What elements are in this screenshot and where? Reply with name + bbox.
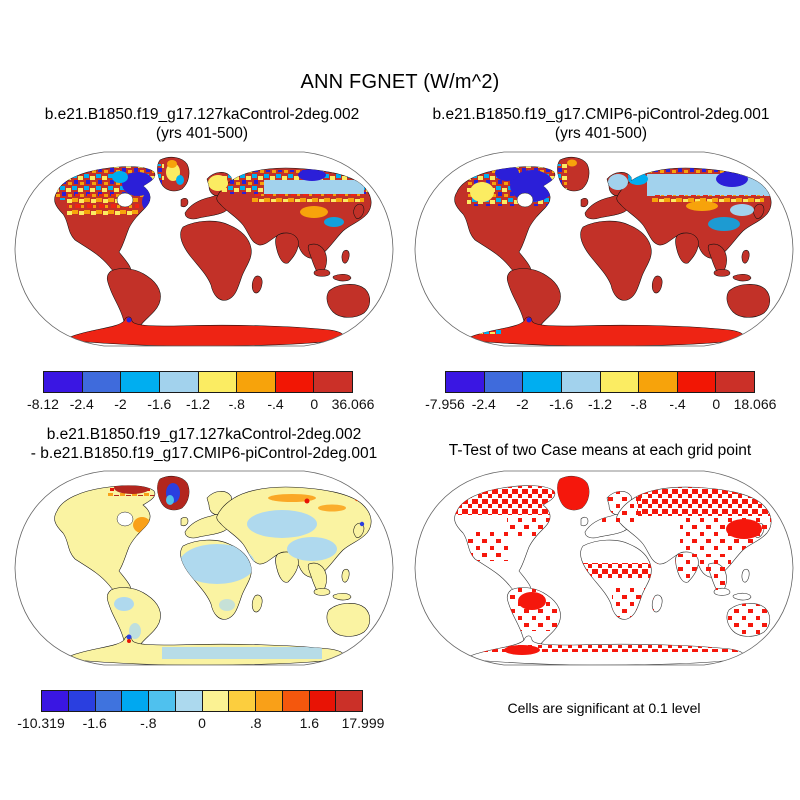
- colorbar-tick-label: -10.319: [17, 715, 65, 731]
- colorbar-tick-label: -2.4: [471, 396, 496, 412]
- colorbar-tick-label: -1.2: [185, 396, 211, 412]
- colorbar-box: [94, 691, 122, 711]
- colorbar-box: [148, 691, 175, 711]
- colorbar-tick-label: -.8: [228, 396, 245, 412]
- colorbar-tick-label: .8: [249, 715, 262, 731]
- colorbar-box: [274, 372, 314, 392]
- map-127ka-control: [14, 151, 394, 347]
- colorbar-tick-label: -.8: [140, 715, 157, 731]
- colorbar-tick-label: 18.066: [733, 396, 777, 412]
- colorbar-tick-label: -.8: [630, 396, 647, 412]
- colorbar-case1-labels: -8.12 -2.4 -2 -1.6 -1.2 -.8 -.4 0 36.066: [27, 396, 374, 414]
- colorbar-box: [121, 691, 148, 711]
- colorbar-tick-label: -2: [114, 396, 127, 412]
- panel-title-diff-line2: - b.e21.B1850.f19_g17.CMIP6-piControl-2d…: [30, 445, 378, 462]
- colorbar-tick-label: 1.6: [299, 715, 320, 731]
- colorbar-box: [236, 372, 275, 392]
- colorbar-case2-labels: -7.956 -2.4 -2 -1.6 -1.2 -.8 -.4 0 18.066: [425, 396, 776, 414]
- colorbar-case2-boxes: [445, 371, 755, 393]
- colorbar-diff-labels: -10.319 -1.6 -.8 0 .8 1.6 17.999: [17, 715, 384, 733]
- hudson-bay: [116, 511, 134, 527]
- colorbar-box: [42, 691, 68, 711]
- colorbar-case2: -7.956 -2.4 -2 -1.6 -1.2 -.8 -.4 0 18.066: [425, 371, 776, 414]
- colorbar-tick-label: -2.4: [69, 396, 94, 412]
- colorbar-tick-label: -.4: [669, 396, 686, 412]
- ttest-significance-caption: Cells are significant at 0.1 level: [507, 700, 701, 716]
- colorbar-box: [44, 372, 82, 392]
- colorbar-box: [174, 691, 202, 711]
- colorbar-diff-boxes: [41, 690, 363, 712]
- panel-title-case2: b.e21.B1850.f19_g17.CMIP6-piControl-2deg…: [402, 105, 800, 143]
- colorbar-box: [638, 372, 677, 392]
- colorbar-box: [676, 372, 716, 392]
- colorbar-box: [255, 691, 282, 711]
- colorbar-box: [158, 372, 198, 392]
- map-ttest: [414, 470, 794, 666]
- colorbar-box: [197, 372, 237, 392]
- colorbar-box: [308, 691, 336, 711]
- colorbar-tick-label: -2: [516, 396, 529, 412]
- colorbar-box: [715, 372, 754, 392]
- colorbar-tick-label: -8.12: [27, 396, 59, 412]
- colorbar-box: [281, 691, 309, 711]
- colorbar-tick-label: -1.6: [549, 396, 574, 412]
- panel-title-diff-line1: b.e21.B1850.f19_g17.127kaControl-2deg.00…: [46, 426, 362, 443]
- colorbar-box: [446, 372, 484, 392]
- colorbar-box: [81, 372, 121, 392]
- panel-title-case1-line2: (yrs 401-500): [155, 125, 249, 142]
- colorbar-box: [228, 691, 255, 711]
- hudson-bay: [116, 192, 134, 208]
- colorbar-tick-label: -1.6: [147, 396, 172, 412]
- colorbar-box: [483, 372, 523, 392]
- map-127ka-overlays: [54, 160, 372, 323]
- colorbar-tick-label: -1.6: [82, 715, 107, 731]
- colorbar-box: [201, 691, 229, 711]
- colorbar-box: [67, 691, 95, 711]
- colorbar-tick-label: 0: [198, 715, 206, 731]
- map-cmip6-picontrol: [414, 151, 794, 347]
- hudson-bay: [516, 192, 534, 208]
- panel-title-diff: b.e21.B1850.f19_g17.127kaControl-2deg.00…: [0, 425, 408, 463]
- colorbar-case1-boxes: [43, 371, 353, 393]
- panel-title-case1-line1: b.e21.B1850.f19_g17.127kaControl-2deg.00…: [44, 106, 360, 123]
- panel-title-case2-line2: (yrs 401-500): [554, 125, 648, 142]
- colorbar-tick-label: -7.956: [425, 396, 465, 412]
- colorbar-tick-label: 36.066: [331, 396, 375, 412]
- colorbar-box: [522, 372, 561, 392]
- map-difference: [14, 470, 394, 666]
- colorbar-box: [599, 372, 639, 392]
- colorbar-box: [313, 372, 352, 392]
- colorbar-tick-label: 17.999: [341, 715, 385, 731]
- colorbar-box: [560, 372, 600, 392]
- panel-title-ttest-line1: T-Test of two Case means at each grid po…: [448, 442, 752, 459]
- colorbar-case1: -8.12 -2.4 -2 -1.6 -1.2 -.8 -.4 0 36.066: [27, 371, 374, 414]
- colorbar-box: [120, 372, 159, 392]
- main-title: ANN FGNET (W/m^2): [300, 71, 500, 93]
- panel-title-case2-line1: b.e21.B1850.f19_g17.CMIP6-piControl-2deg…: [432, 106, 770, 123]
- colorbar-tick-label: 0: [310, 396, 319, 412]
- colorbar-tick-label: -1.2: [587, 396, 613, 412]
- colorbar-box: [335, 691, 362, 711]
- panel-title-ttest: T-Test of two Case means at each grid po…: [404, 441, 796, 460]
- colorbar-diff: -10.319 -1.6 -.8 0 .8 1.6 17.999: [17, 690, 384, 733]
- colorbar-tick-label: -.4: [267, 396, 284, 412]
- colorbar-tick-label: 0: [712, 396, 721, 412]
- panel-title-case1: b.e21.B1850.f19_g17.127kaControl-2deg.00…: [4, 105, 400, 143]
